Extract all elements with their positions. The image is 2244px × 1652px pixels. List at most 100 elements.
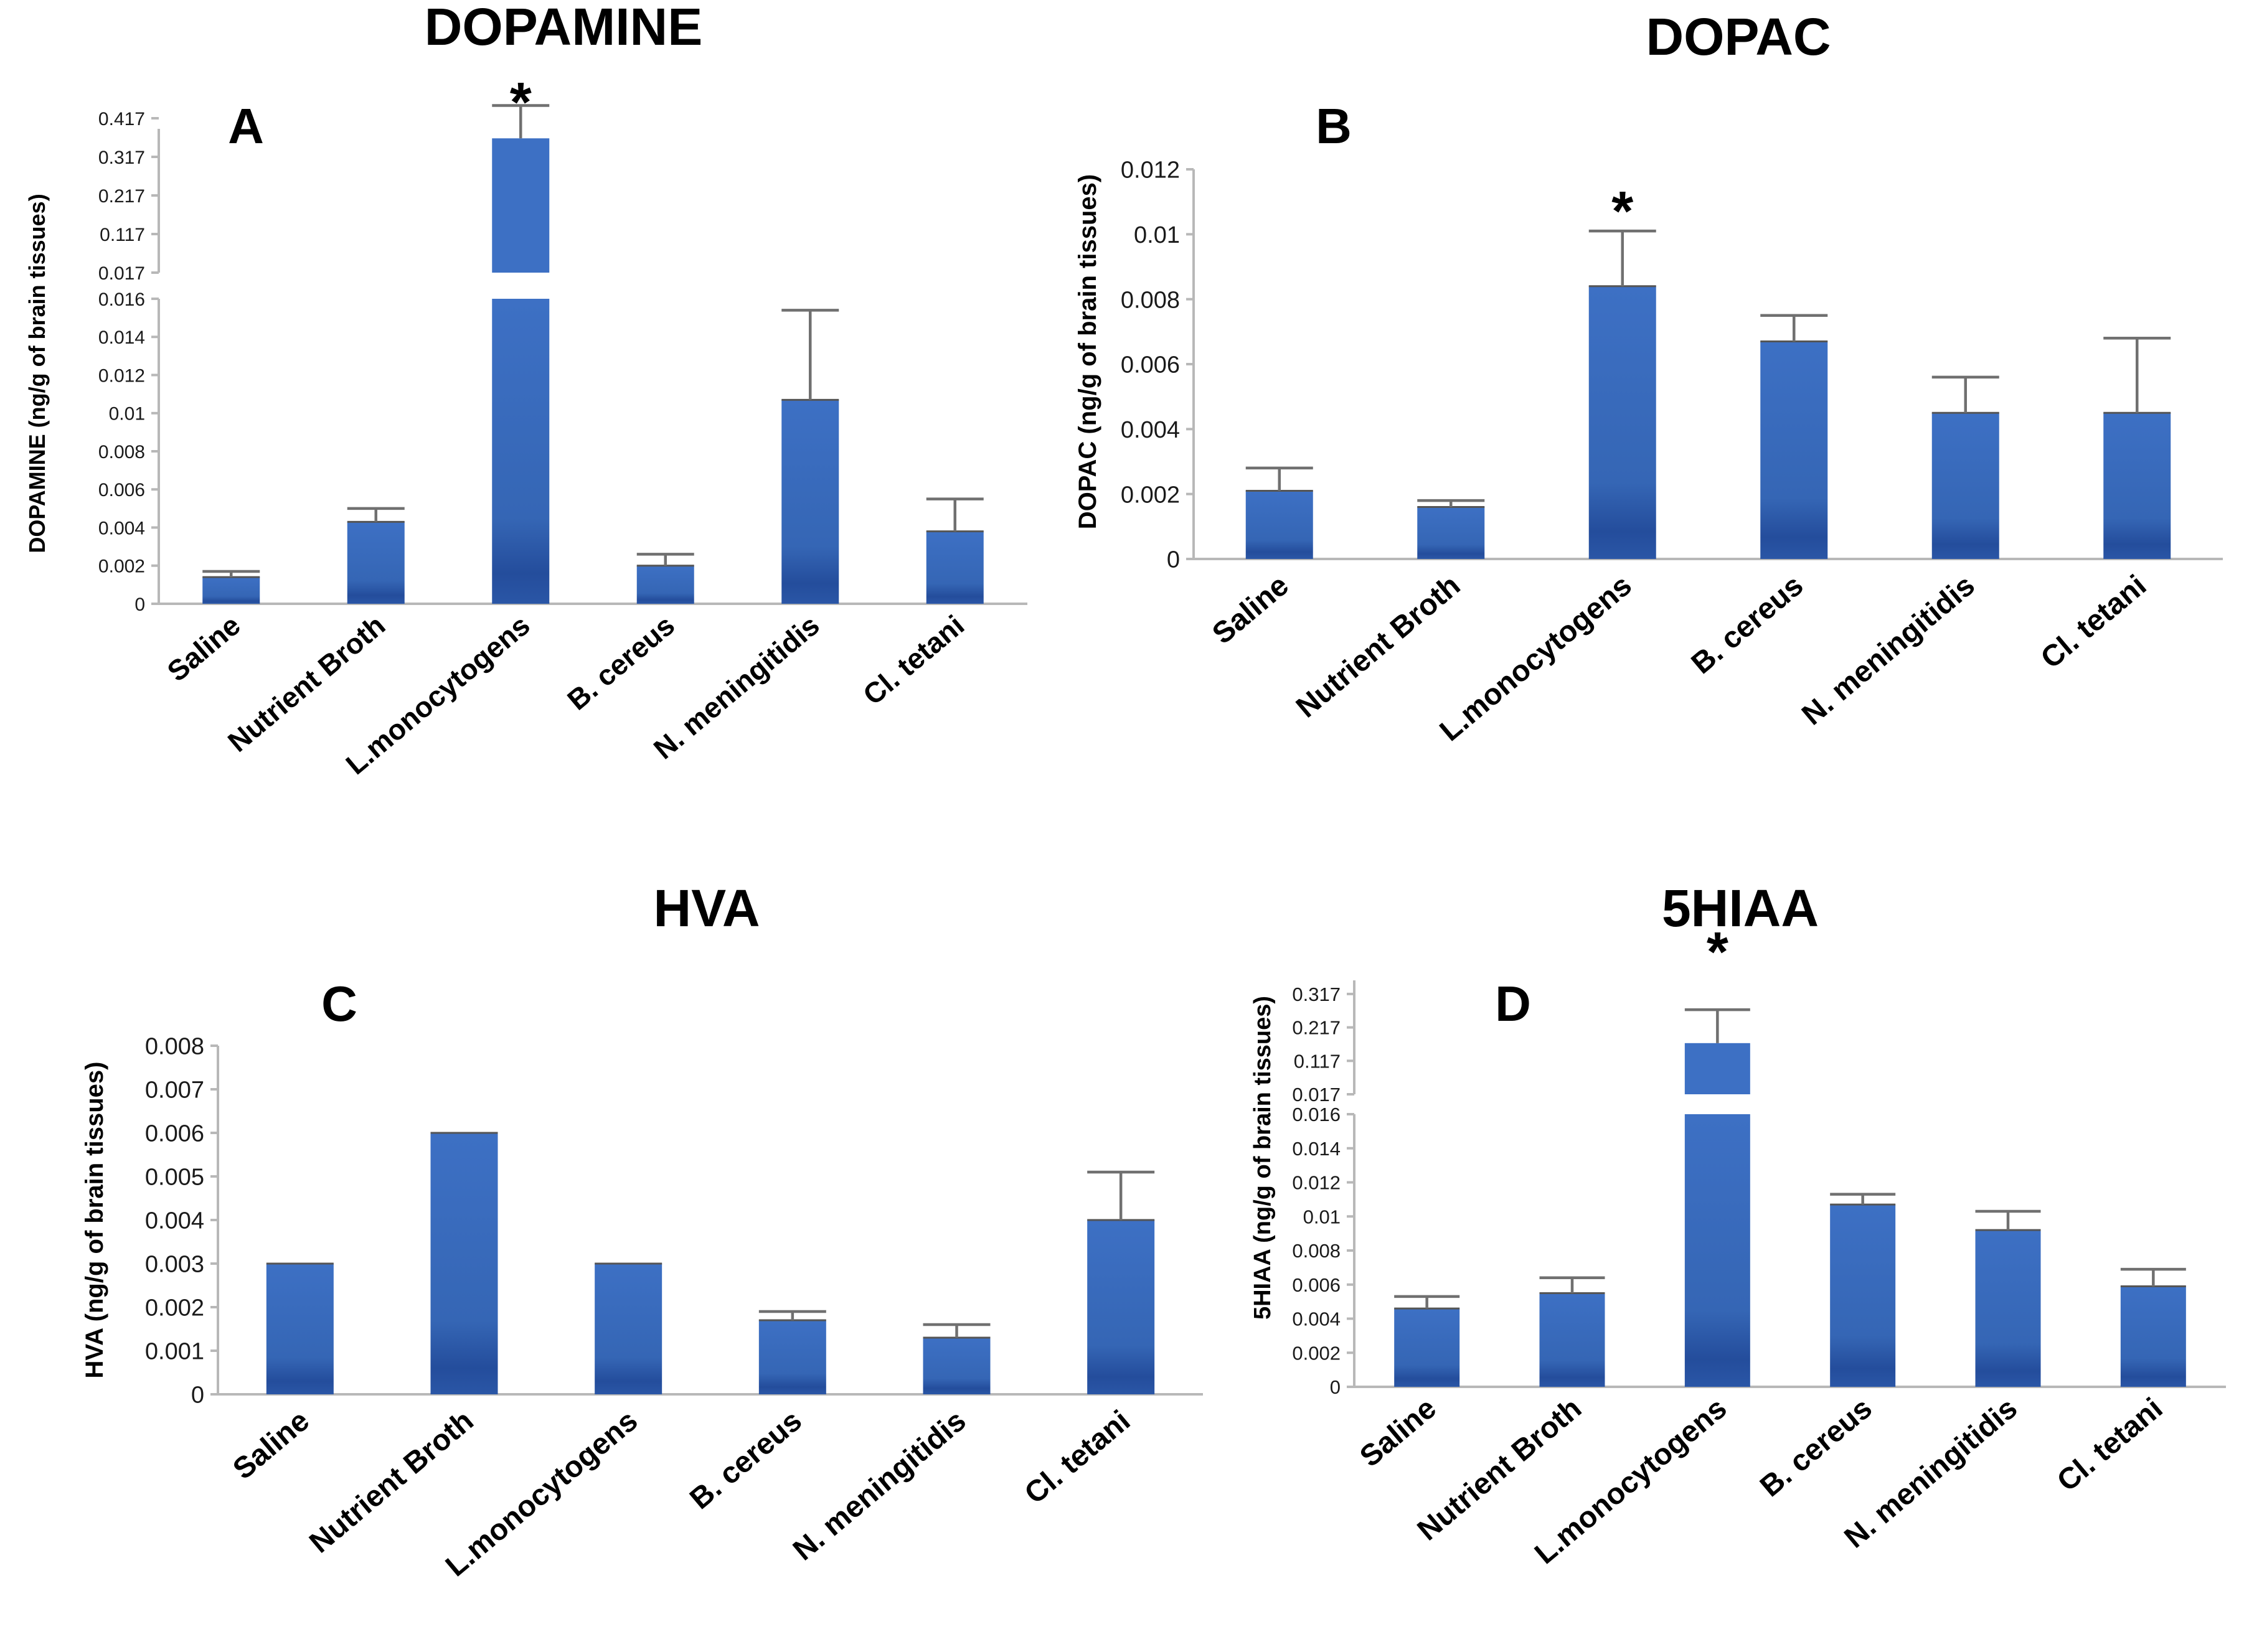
- y-tick-label-upper: 0.417: [98, 109, 145, 129]
- y-tick-label: 0.012: [98, 365, 145, 386]
- y-tick-label: 0.016: [1292, 1104, 1341, 1125]
- y-tick-label-upper: 0.217: [98, 186, 145, 207]
- bar: [1588, 286, 1656, 559]
- y-tick-label-upper: 0.117: [1294, 1050, 1341, 1072]
- significance-star: *: [1611, 181, 1633, 243]
- y-tick-label: 0: [134, 594, 145, 615]
- x-category-label: Nutrient Broth: [303, 1404, 479, 1560]
- x-category-label: Cl. tetani: [2035, 569, 2152, 675]
- y-tick-label: 0.002: [98, 556, 145, 577]
- x-category-label: Cl. tetani: [857, 609, 970, 711]
- y-tick-label: 0.012: [1292, 1172, 1341, 1194]
- bar: [1684, 1114, 1750, 1387]
- y-tick-label: 0.008: [145, 1034, 204, 1060]
- significance-star: *: [1707, 921, 1728, 983]
- bar-upper-segment: [492, 138, 550, 273]
- y-tick-label: 0.004: [1121, 417, 1180, 443]
- y-tick-label: 0.006: [98, 480, 145, 500]
- y-tick-label: 0.01: [1303, 1206, 1341, 1227]
- panel-letter: B: [1316, 98, 1352, 154]
- bar: [347, 522, 405, 604]
- y-tick-label: 0.01: [1134, 222, 1180, 248]
- y-tick-label: 0.006: [1292, 1274, 1341, 1296]
- y-tick-label-upper: 0.317: [98, 148, 145, 168]
- bar: [1245, 490, 1313, 559]
- y-tick-label: 0.01: [109, 404, 145, 425]
- chart-title: DOPAC: [1646, 7, 1831, 66]
- x-category-label: N. meningitidis: [787, 1404, 973, 1567]
- panel-letter: D: [1495, 976, 1531, 1031]
- bar: [781, 400, 839, 604]
- significance-star: *: [510, 72, 532, 134]
- x-category-label: Saline: [161, 609, 246, 688]
- chart-panel-d: 5HIAA D 5HIAA (ng/g of brain tissues) 0 0.00…: [1250, 879, 2226, 1570]
- y-tick-label-upper: 0.017: [98, 263, 145, 284]
- bar: [926, 531, 984, 604]
- y-tick-label: 0.001: [145, 1339, 204, 1365]
- bar: [1830, 1204, 1896, 1387]
- y-tick-label: 0.002: [145, 1295, 204, 1321]
- bar: [595, 1264, 662, 1394]
- y-tick-label: 0.014: [1292, 1138, 1341, 1160]
- x-category-label: B. cereus: [684, 1404, 808, 1516]
- y-tick-label: 0.002: [1121, 482, 1180, 508]
- panel-letter: A: [228, 98, 264, 154]
- bar: [758, 1320, 826, 1394]
- y-tick-label-upper: 0.017: [1292, 1084, 1341, 1105]
- bar: [1975, 1230, 2041, 1387]
- bar-upper-segment: [1684, 1043, 1750, 1094]
- y-tick-label: 0.012: [1121, 157, 1180, 184]
- y-tick-label: 0.004: [145, 1208, 204, 1234]
- bar: [1760, 341, 1828, 559]
- y-tick-label: 0.006: [1121, 352, 1180, 378]
- y-tick-label: 0.016: [98, 289, 145, 310]
- x-category-label: Saline: [227, 1404, 316, 1486]
- x-category-label: Cl. tetani: [1019, 1404, 1136, 1511]
- x-category-label: B. cereus: [561, 609, 681, 716]
- y-axis-label: 5HIAA (ng/g of brain tissues): [1250, 996, 1276, 1320]
- panel-letter: C: [321, 976, 357, 1031]
- y-tick-label: 0.007: [145, 1077, 204, 1104]
- bar: [636, 565, 694, 604]
- x-category-label: N. meningitidis: [1796, 569, 1981, 732]
- y-tick-label: 0.008: [1121, 287, 1180, 313]
- y-tick-label: 0.003: [145, 1252, 204, 1278]
- y-tick-label: 0.014: [98, 327, 145, 348]
- y-tick-label-upper: 0.217: [1292, 1017, 1341, 1039]
- y-tick-label: 0: [1330, 1376, 1341, 1398]
- chart-title: DOPAMINE: [425, 0, 702, 56]
- bar: [1394, 1308, 1460, 1387]
- y-axis-label: HVA (ng/g of brain tissues): [81, 1062, 108, 1379]
- chart-title: 5HIAA: [1662, 879, 1819, 937]
- bar: [1417, 507, 1485, 559]
- x-category-label: B. cereus: [1685, 569, 1810, 681]
- y-tick-label: 0.004: [98, 518, 145, 538]
- x-category-label: Nutrient Broth: [1290, 569, 1466, 725]
- y-tick-label: 0: [191, 1382, 204, 1409]
- bar: [430, 1133, 498, 1394]
- y-tick-label: 0.008: [1292, 1240, 1341, 1262]
- chart-panel-b: DOPAC B DOPAC (ng/g of brain tissues) 0 0.00…: [1074, 7, 2223, 748]
- chart-title: HVA: [653, 879, 760, 937]
- y-tick-label: 0.005: [145, 1165, 204, 1191]
- y-tick-label: 0.008: [98, 442, 145, 462]
- y-tick-label-upper: 0.317: [1292, 983, 1341, 1005]
- bar: [2120, 1286, 2186, 1387]
- bar: [266, 1264, 334, 1394]
- y-axis-label: DOPAMINE (ng/g of brain tissues): [24, 194, 50, 553]
- bar: [923, 1338, 991, 1394]
- y-tick-label: 0.006: [145, 1121, 204, 1147]
- y-tick-label: 0.004: [1292, 1308, 1341, 1330]
- bar: [2103, 413, 2171, 559]
- bar: [1931, 413, 1999, 559]
- y-axis-label: DOPAC (ng/g of brain tissues): [1074, 174, 1101, 529]
- x-category-label: B. cereus: [1754, 1392, 1879, 1504]
- x-category-label: Saline: [1206, 569, 1294, 650]
- chart-panel-c: HVA C HVA (ng/g of brain tissues) 0 0.001 0.0…: [81, 879, 1203, 1583]
- y-tick-label-upper: 0.117: [100, 225, 145, 245]
- bar: [1087, 1220, 1155, 1394]
- y-tick-label: 0: [1167, 547, 1180, 573]
- x-category-label: Saline: [1354, 1392, 1442, 1473]
